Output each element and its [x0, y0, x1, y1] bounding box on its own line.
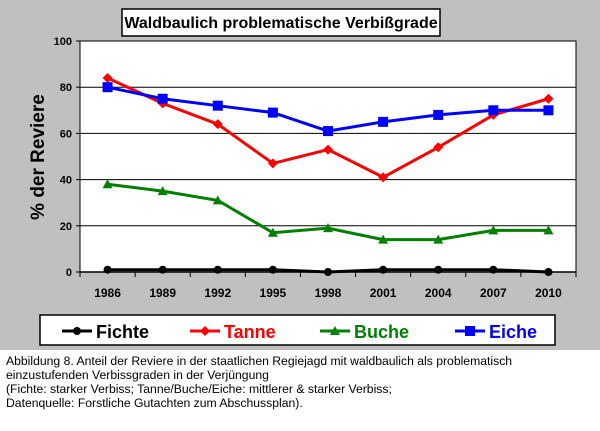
data-point-buche: [212, 195, 223, 205]
data-point-buche: [267, 227, 278, 237]
data-point-eiche: [157, 93, 168, 104]
data-point-tanne: [433, 142, 444, 153]
y-axis-label: % der Reviere: [28, 94, 49, 220]
data-point-eiche: [488, 105, 499, 116]
data-point-fichte: [158, 265, 167, 274]
x-tick-label: 2007: [480, 286, 507, 300]
data-point-tanne: [323, 144, 333, 155]
y-tick-label: 100: [54, 36, 72, 48]
data-point-buche: [378, 234, 389, 244]
figure-caption: Abbildung 8. Anteil der Reviere in der s…: [6, 354, 598, 410]
x-tick-label: 2004: [425, 286, 452, 300]
legend-item-fichte: Fichte: [62, 322, 149, 342]
legend-label: Buche: [354, 322, 409, 342]
data-point-buche: [488, 225, 499, 235]
data-point-eiche: [267, 107, 278, 118]
data-point-eiche: [102, 82, 113, 93]
data-point-fichte: [379, 265, 388, 274]
data-point-tanne: [212, 119, 223, 130]
data-point-eiche: [433, 109, 444, 120]
data-point-fichte: [544, 268, 553, 276]
line-chart: 0 20 40 60 80 100 1986 1989 1992 1995 1998 2001 200…: [0, 0, 600, 350]
chart-title: Waldbaulich problematische Verbißgrade: [124, 15, 437, 32]
legend-item-tanne: Tanne: [190, 322, 276, 342]
data-point-fichte: [103, 265, 112, 274]
caption-line: einzustufenden Verbissgraden in der Verj…: [6, 368, 269, 382]
data-point-tanne: [378, 172, 389, 183]
series-buche: [102, 179, 554, 244]
data-point-buche: [433, 234, 444, 244]
series-tanne: [102, 72, 554, 183]
data-point-fichte: [213, 265, 222, 274]
legend-item-buche: Buche: [320, 322, 409, 342]
data-point-tanne: [543, 93, 554, 104]
x-tick-label: 2010: [535, 286, 562, 300]
series-fichte: [103, 265, 553, 276]
legend-marker-square: [465, 326, 475, 336]
data-point-eiche: [323, 126, 333, 137]
data-point-eiche: [212, 100, 223, 111]
title-box: [121, 8, 441, 37]
data-point-fichte: [489, 265, 498, 274]
data-point-tanne: [102, 72, 113, 83]
x-tick-label: 1992: [204, 286, 231, 300]
legend-label: Fichte: [96, 322, 149, 342]
data-point-buche: [102, 179, 113, 189]
series-eiche: [102, 82, 554, 137]
data-point-buche: [157, 186, 168, 196]
x-tick-label: 1989: [149, 286, 176, 300]
legend-marker-triangle: [330, 326, 340, 335]
x-tick-label: 1986: [94, 286, 121, 300]
legend-item-eiche: Eiche: [455, 322, 537, 342]
caption-line: (Fichte: starker Verbiss; Tanne/Buche/Ei…: [6, 382, 392, 396]
x-tick-label: 2001: [370, 286, 397, 300]
legend-marker-diamond: [200, 326, 210, 336]
data-point-eiche: [543, 105, 554, 116]
y-tick-label: 40: [60, 175, 72, 187]
data-point-fichte: [434, 265, 443, 274]
caption-line: Datenquelle: Forstliche Gutachten zum Ab…: [6, 396, 303, 410]
legend-marker-circle: [73, 327, 81, 335]
y-tick-label: 60: [60, 128, 72, 140]
legend-label: Tanne: [224, 322, 276, 342]
legend-label: Eiche: [489, 322, 537, 342]
data-point-fichte: [324, 268, 332, 276]
data-point-tanne: [267, 158, 278, 169]
y-tick-label: 80: [60, 82, 72, 94]
data-point-buche: [323, 223, 333, 233]
data-point-buche: [543, 225, 554, 235]
y-tick-label: 0: [66, 267, 72, 279]
caption-line: Abbildung 8. Anteil der Reviere in der s…: [6, 354, 513, 368]
plot-area: [79, 40, 577, 273]
y-tick-label: 20: [60, 221, 72, 233]
data-point-eiche: [378, 116, 389, 127]
data-point-fichte: [268, 265, 277, 274]
x-tick-label: 1995: [260, 286, 287, 300]
x-tick-label: 1998: [315, 286, 342, 300]
